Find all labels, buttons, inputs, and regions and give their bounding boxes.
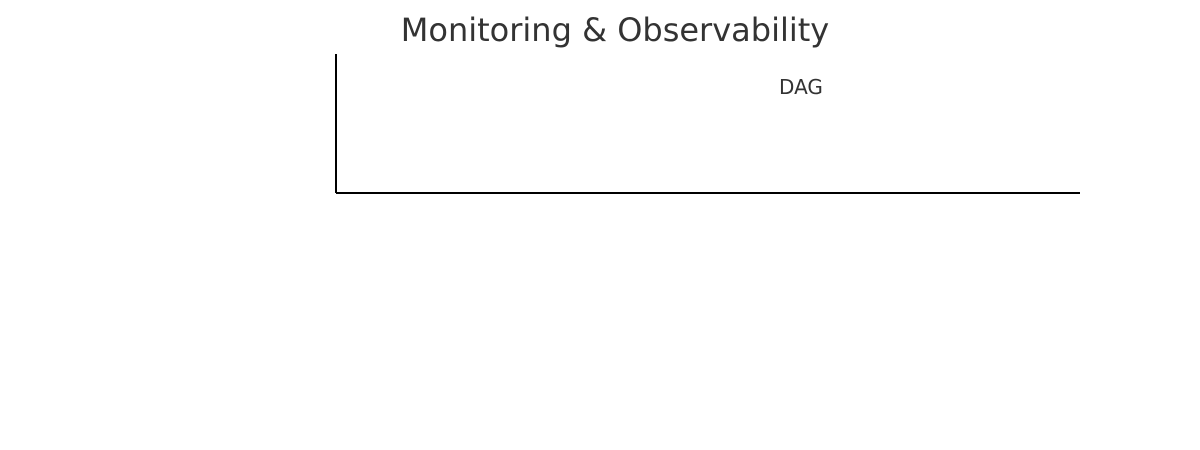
chart-title: Monitoring & Observability [401, 11, 829, 49]
category-label: DAG [779, 75, 823, 99]
chart-marks: DAG [779, 75, 823, 99]
